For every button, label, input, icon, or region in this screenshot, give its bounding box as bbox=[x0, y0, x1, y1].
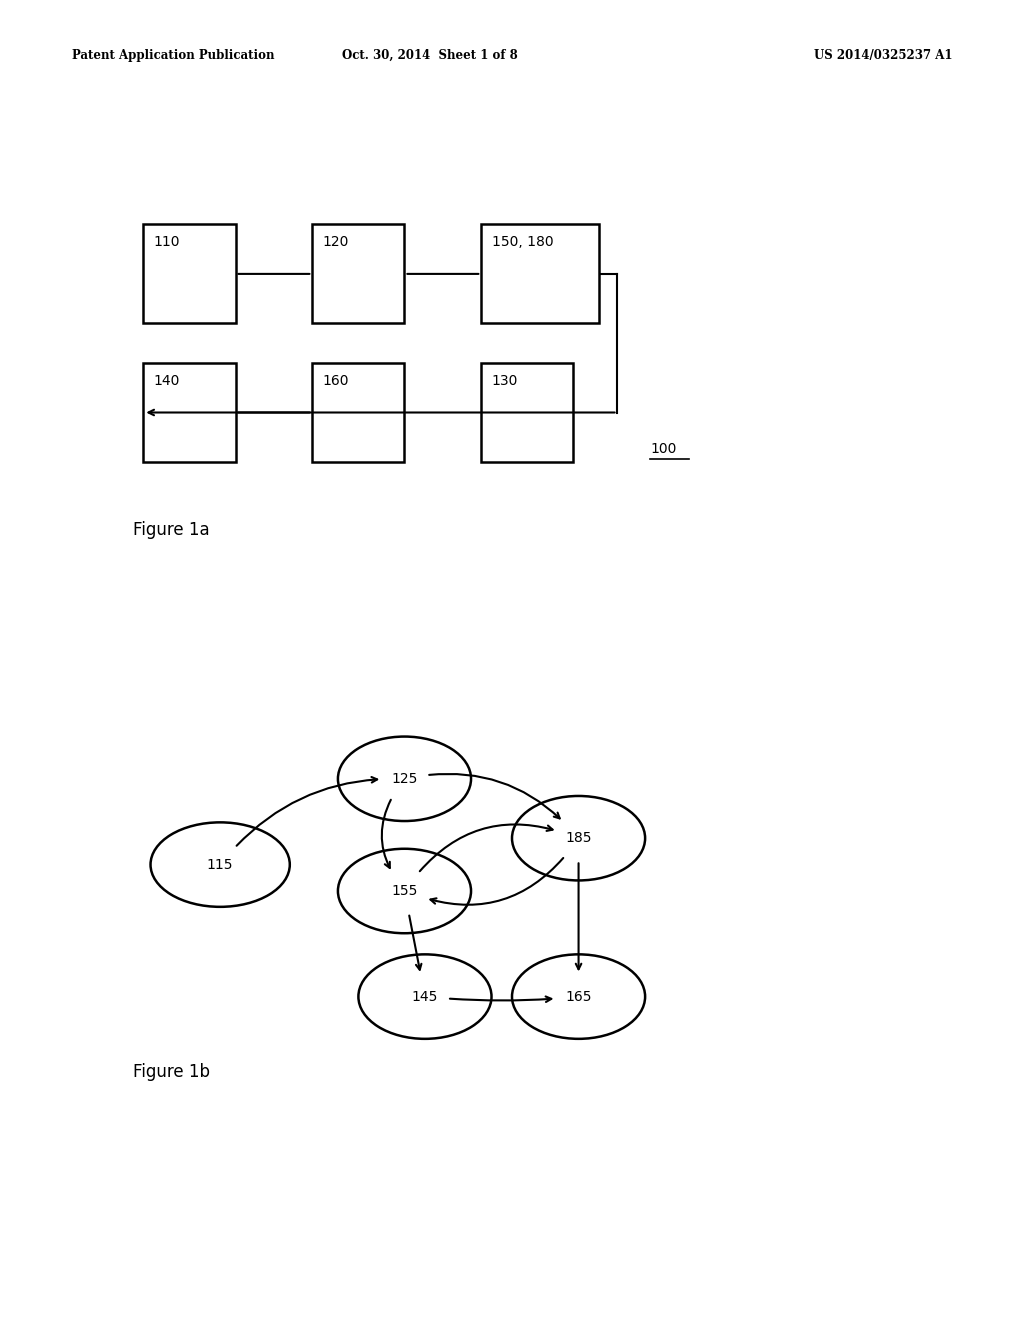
Text: 145: 145 bbox=[412, 990, 438, 1003]
Text: 140: 140 bbox=[154, 374, 180, 388]
Text: 160: 160 bbox=[323, 374, 349, 388]
Ellipse shape bbox=[512, 954, 645, 1039]
Ellipse shape bbox=[512, 796, 645, 880]
Ellipse shape bbox=[151, 822, 290, 907]
Text: 150, 180: 150, 180 bbox=[492, 235, 553, 249]
Ellipse shape bbox=[338, 849, 471, 933]
Text: Patent Application Publication: Patent Application Publication bbox=[72, 49, 274, 62]
Text: 130: 130 bbox=[492, 374, 518, 388]
Bar bbox=[143, 363, 236, 462]
Text: Oct. 30, 2014  Sheet 1 of 8: Oct. 30, 2014 Sheet 1 of 8 bbox=[342, 49, 518, 62]
Bar bbox=[312, 363, 404, 462]
Text: US 2014/0325237 A1: US 2014/0325237 A1 bbox=[814, 49, 952, 62]
Text: 110: 110 bbox=[154, 235, 180, 249]
Text: 155: 155 bbox=[391, 884, 418, 898]
Bar bbox=[481, 363, 573, 462]
Bar bbox=[143, 224, 236, 323]
Text: 185: 185 bbox=[565, 832, 592, 845]
Ellipse shape bbox=[358, 954, 492, 1039]
Ellipse shape bbox=[338, 737, 471, 821]
Text: 120: 120 bbox=[323, 235, 349, 249]
Text: Figure 1b: Figure 1b bbox=[133, 1063, 210, 1081]
Text: 165: 165 bbox=[565, 990, 592, 1003]
Text: 100: 100 bbox=[650, 442, 677, 457]
Text: 115: 115 bbox=[207, 858, 233, 871]
Bar bbox=[312, 224, 404, 323]
Bar bbox=[481, 224, 599, 323]
Text: Figure 1a: Figure 1a bbox=[133, 521, 210, 540]
Text: 125: 125 bbox=[391, 772, 418, 785]
